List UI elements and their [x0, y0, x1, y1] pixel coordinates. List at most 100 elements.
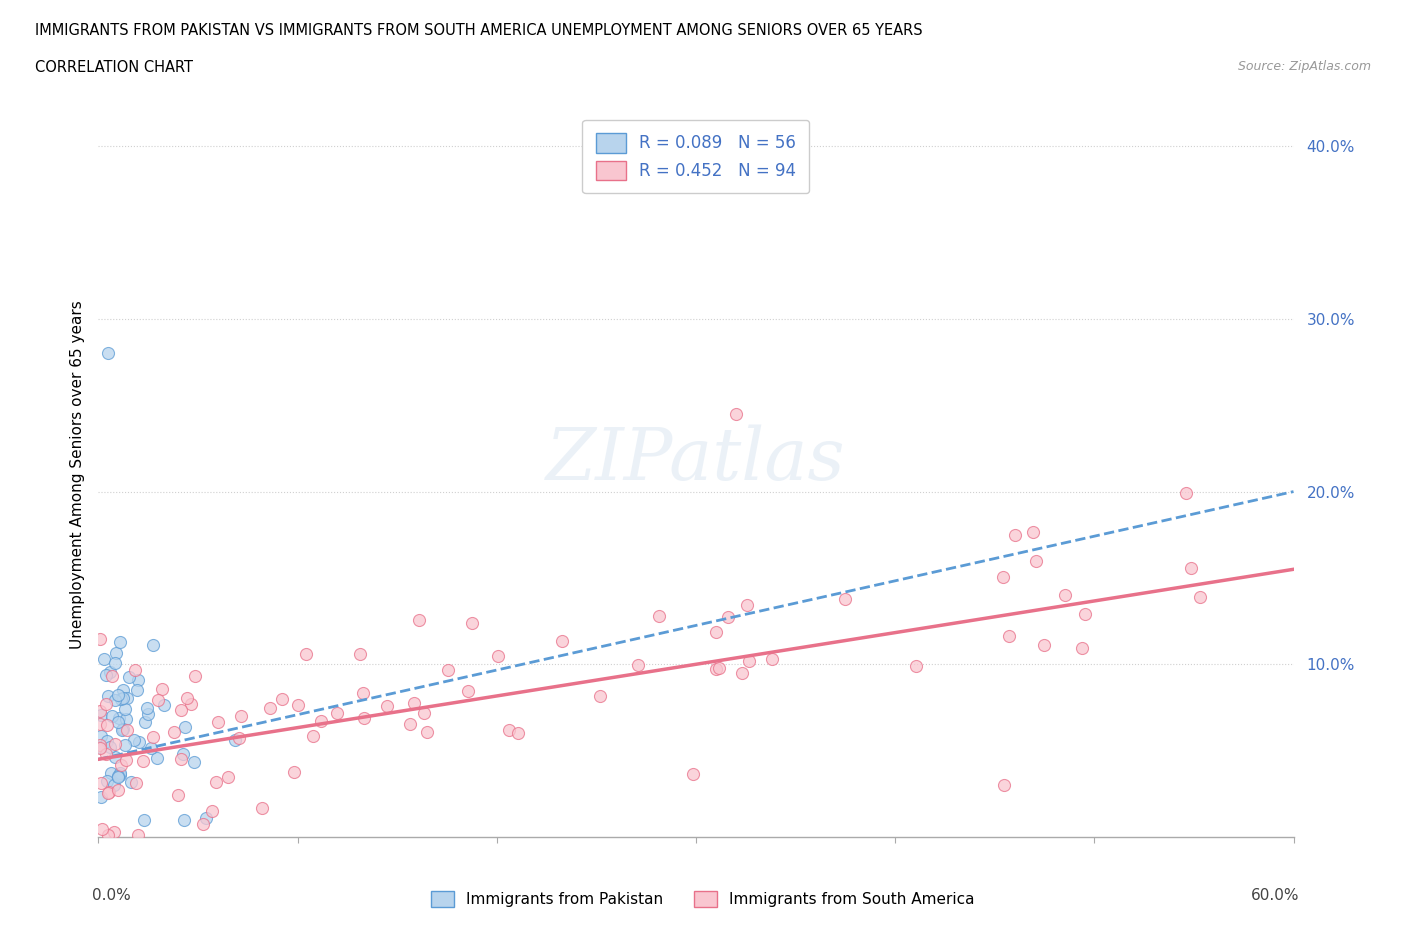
- Point: [205, 775, 228, 790]
- Point: [97, 688, 120, 703]
- Point: [110, 758, 132, 773]
- Point: [98, 664, 121, 679]
- Point: [107, 714, 129, 729]
- Point: [89, 631, 111, 646]
- Point: [107, 783, 129, 798]
- Point: [191, 817, 214, 831]
- Point: [717, 609, 740, 624]
- Point: [111, 723, 134, 737]
- Point: [377, 699, 399, 714]
- Point: [437, 662, 460, 677]
- Point: [1070, 641, 1092, 656]
- Point: [259, 700, 281, 715]
- Legend: R = 0.089   N = 56, R = 0.452   N = 94: R = 0.089 N = 56, R = 0.452 N = 94: [582, 120, 810, 193]
- Point: [993, 569, 1015, 584]
- Point: [132, 812, 155, 827]
- Point: [486, 648, 509, 663]
- Point: [115, 711, 138, 726]
- Point: [152, 698, 174, 712]
- Point: [90, 728, 112, 743]
- Point: [134, 714, 156, 729]
- Point: [150, 682, 173, 697]
- Text: CORRELATION CHART: CORRELATION CHART: [35, 60, 193, 75]
- Point: [127, 828, 149, 843]
- Point: [399, 716, 422, 731]
- Point: [498, 723, 520, 737]
- Point: [461, 615, 484, 630]
- Point: [108, 767, 131, 782]
- Point: [993, 777, 1015, 792]
- Point: [100, 766, 122, 781]
- Point: [627, 658, 650, 672]
- Point: [1189, 590, 1212, 604]
- Point: [132, 753, 155, 768]
- Point: [112, 722, 135, 737]
- Point: [228, 731, 250, 746]
- Point: [172, 746, 194, 761]
- Point: [682, 766, 704, 781]
- Point: [709, 661, 731, 676]
- Point: [89, 717, 111, 732]
- Point: [311, 714, 333, 729]
- Point: [271, 691, 294, 706]
- Point: [103, 777, 125, 792]
- Point: [101, 669, 124, 684]
- Point: [194, 811, 217, 826]
- Point: [89, 737, 111, 752]
- Point: [1074, 606, 1097, 621]
- Point: [166, 787, 188, 802]
- Point: [112, 683, 135, 698]
- Point: [104, 693, 127, 708]
- Point: [115, 690, 138, 705]
- Point: [110, 691, 132, 706]
- Point: [302, 728, 325, 743]
- Point: [89, 739, 111, 754]
- Point: [169, 752, 191, 767]
- Point: [125, 683, 148, 698]
- Point: [180, 697, 202, 711]
- Point: [118, 670, 141, 684]
- Point: [169, 703, 191, 718]
- Point: [128, 735, 150, 750]
- Point: [589, 689, 612, 704]
- Point: [107, 770, 129, 785]
- Point: [108, 634, 131, 649]
- Point: [111, 690, 134, 705]
- Point: [250, 801, 273, 816]
- Point: [146, 751, 169, 765]
- Point: [283, 764, 305, 779]
- Point: [110, 765, 132, 780]
- Point: [173, 812, 195, 827]
- Point: [97, 786, 120, 801]
- Point: [1053, 587, 1076, 602]
- Text: Source: ZipAtlas.com: Source: ZipAtlas.com: [1237, 60, 1371, 73]
- Point: [104, 656, 127, 671]
- Point: [114, 737, 136, 752]
- Text: ZIPatlas: ZIPatlas: [546, 424, 846, 495]
- Point: [107, 687, 129, 702]
- Point: [127, 672, 149, 687]
- Point: [101, 709, 124, 724]
- Point: [457, 684, 479, 698]
- Point: [142, 729, 165, 744]
- Point: [229, 709, 252, 724]
- Point: [173, 719, 195, 734]
- Point: [120, 775, 142, 790]
- Point: [96, 773, 118, 788]
- Point: [115, 752, 138, 767]
- Point: [997, 628, 1019, 643]
- Point: [761, 652, 783, 667]
- Point: [648, 609, 671, 624]
- Point: [506, 725, 529, 740]
- Point: [218, 769, 240, 784]
- Point: [124, 732, 146, 747]
- Point: [184, 669, 207, 684]
- Point: [94, 668, 117, 683]
- Point: [176, 691, 198, 706]
- Point: [706, 624, 728, 639]
- Point: [97, 346, 120, 361]
- Point: [201, 804, 224, 818]
- Point: [114, 702, 136, 717]
- Point: [402, 696, 425, 711]
- Point: [96, 717, 118, 732]
